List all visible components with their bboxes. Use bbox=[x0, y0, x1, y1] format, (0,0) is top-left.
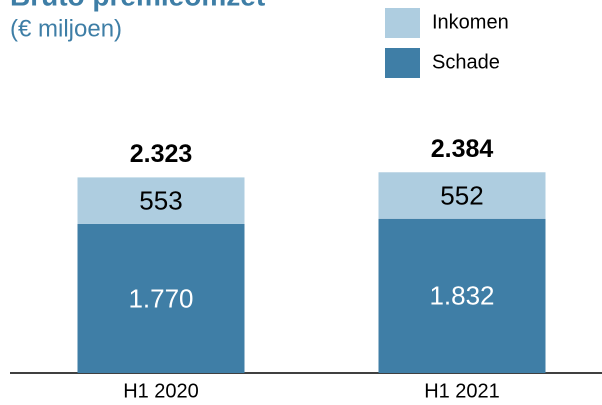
value-label: 1.770 bbox=[128, 283, 193, 313]
legend-swatch bbox=[385, 8, 420, 38]
total-label: 2.323 bbox=[130, 140, 193, 168]
value-label: 1.832 bbox=[429, 281, 494, 311]
chart-subtitle: (€ miljoen) bbox=[10, 15, 122, 42]
value-label: 553 bbox=[139, 186, 182, 216]
bar-segment bbox=[77, 223, 245, 373]
x-tick-label: H1 2020 bbox=[123, 380, 199, 402]
bar-segment bbox=[77, 177, 245, 224]
legend-label: Schade bbox=[432, 51, 500, 73]
legend-swatch bbox=[385, 48, 420, 78]
x-tick-label: H1 2021 bbox=[424, 380, 500, 402]
bar-segment bbox=[378, 172, 546, 219]
chart-title: Bruto premieomzet bbox=[10, 0, 265, 11]
legend-label: Inkomen bbox=[432, 11, 509, 33]
value-label: 552 bbox=[440, 180, 483, 210]
bar-segment bbox=[378, 218, 546, 373]
total-label: 2.384 bbox=[431, 135, 494, 163]
